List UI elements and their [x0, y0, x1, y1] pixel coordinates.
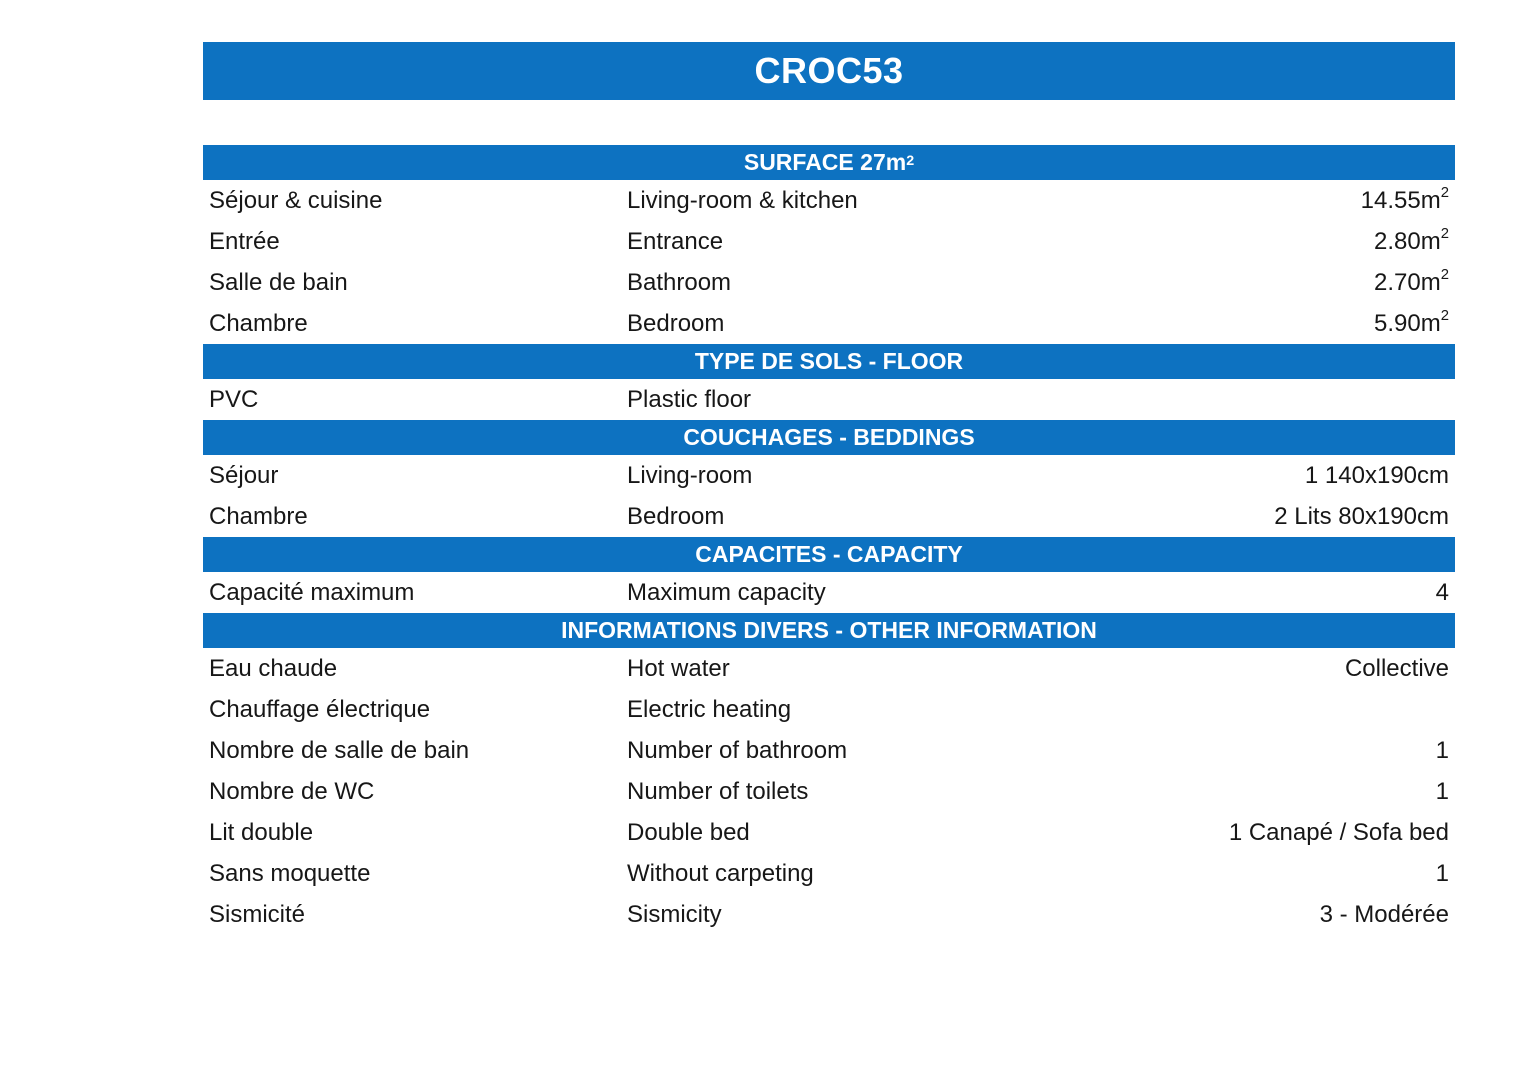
table-row: Eau chaude Hot water Collective — [203, 648, 1455, 689]
table-row: Nombre de salle de bain Number of bathroo… — [203, 730, 1455, 771]
table-row: Séjour & cuisine Living-room & kitchen 14.… — [203, 180, 1455, 221]
cell-label-en: Sismicity — [627, 900, 722, 928]
cell-value: 1 — [1435, 859, 1449, 887]
cell-label-en: Living-room — [627, 461, 753, 489]
cell-label-fr: Lit double — [209, 818, 314, 846]
cell-value: 2.80m2 — [1374, 225, 1449, 255]
cell-label-fr: Nombre de WC — [209, 777, 375, 805]
table-row: Salle de bain Bathroom 2.70m2 — [203, 262, 1455, 303]
cell-value: 1 — [1435, 777, 1449, 805]
cell-label-en: Living-room & kitchen — [627, 186, 858, 214]
spec-table: SURFACE 27m 2 Séjour & cuisine Living-room … — [203, 145, 1455, 935]
section-header-label: TYPE DE SOLS - FLOOR — [694, 348, 964, 374]
cell-value: Collective — [1344, 654, 1449, 682]
cell-value-superscript: 2 — [1440, 266, 1449, 283]
cell-label-fr: PVC — [209, 385, 259, 413]
section-header-label: SURFACE 27m — [743, 149, 907, 175]
cell-label-fr: Eau chaude — [209, 654, 338, 682]
section-header-label: INFORMATIONS DIVERS - OTHER INFORMATION — [561, 617, 1097, 643]
cell-label-fr: Salle de bain — [209, 268, 348, 296]
cell-label-en: Maximum capacity — [627, 578, 826, 606]
cell-label-fr: Sismicité — [209, 900, 306, 928]
cell-label-en: Number of toilets — [627, 777, 809, 805]
table-row: Chauffage électrique Electric heating — [203, 689, 1455, 730]
section-header: CAPACITES - CAPACITY — [203, 537, 1455, 572]
section-header-label: CAPACITES - CAPACITY — [695, 541, 963, 567]
cell-label-fr: Chambre — [209, 309, 308, 337]
table-row: Capacité maximum Maximum capacity 4 — [203, 572, 1455, 613]
cell-label-fr: Nombre de salle de bain — [209, 736, 470, 764]
table-row: PVC Plastic floor — [203, 379, 1455, 420]
cell-value: 1 Canapé / Sofa bed — [1228, 818, 1449, 846]
table-row: Séjour Living-room 1 140x190cm — [203, 455, 1455, 496]
cell-value: 2.70m2 — [1374, 266, 1449, 296]
table-row: Chambre Bedroom 5.90m2 — [203, 303, 1455, 344]
cell-label-en: Hot water — [627, 654, 730, 682]
cell-label-fr: Chambre — [209, 502, 308, 530]
cell-label-en: Bedroom — [627, 502, 725, 530]
section-header: INFORMATIONS DIVERS - OTHER INFORMATION — [203, 613, 1455, 648]
cell-label-en: Bathroom — [627, 268, 732, 296]
cell-value: 1 140x190cm — [1304, 461, 1449, 489]
cell-label-fr: Sans moquette — [209, 859, 371, 887]
cell-value: 4 — [1435, 578, 1449, 606]
cell-value: 3 - Modérée — [1319, 900, 1449, 928]
cell-value: 5.90m2 — [1374, 307, 1449, 337]
cell-value: 2 Lits 80x190cm — [1274, 502, 1449, 530]
table-row: Sans moquette Without carpeting 1 — [203, 853, 1455, 894]
table-row: Chambre Bedroom 2 Lits 80x190cm — [203, 496, 1455, 537]
cell-value-superscript: 2 — [1440, 225, 1449, 242]
cell-value: 14.55m2 — [1360, 184, 1449, 214]
cell-label-en: Number of bathroom — [627, 736, 848, 764]
cell-label-en: Electric heating — [627, 695, 792, 723]
table-row: Lit double Double bed 1 Canapé / Sofa bed — [203, 812, 1455, 853]
table-row: Entrée Entrance 2.80m2 — [203, 221, 1455, 262]
cell-label-en: Entrance — [627, 227, 724, 255]
cell-label-en: Double bed — [627, 818, 750, 846]
section-header: TYPE DE SOLS - FLOOR — [203, 344, 1455, 379]
section-header: SURFACE 27m 2 — [203, 145, 1455, 180]
table-row: Nombre de WC Number of toilets 1 — [203, 771, 1455, 812]
cell-label-fr: Séjour & cuisine — [209, 186, 383, 214]
spec-sheet: CROC53 SURFACE 27m 2 Séjour & cuisine Livin… — [203, 42, 1455, 935]
cell-value-superscript: 2 — [1440, 307, 1449, 324]
cell-label-en: Without carpeting — [627, 859, 814, 887]
cell-value: 1 — [1435, 736, 1449, 764]
cell-label-fr: Capacité maximum — [209, 578, 415, 606]
cell-label-en: Bedroom — [627, 309, 725, 337]
section-header: COUCHAGES - BEDDINGS — [203, 420, 1455, 455]
cell-label-en: Plastic floor — [627, 385, 752, 413]
cell-label-fr: Entrée — [209, 227, 280, 255]
section-header-label: COUCHAGES - BEDDINGS — [683, 424, 975, 450]
page-title: CROC53 — [203, 42, 1455, 100]
cell-value-superscript: 2 — [1440, 184, 1449, 201]
cell-label-fr: Séjour — [209, 461, 279, 489]
table-row: Sismicité Sismicity 3 - Modérée — [203, 894, 1455, 935]
cell-label-fr: Chauffage électrique — [209, 695, 431, 723]
